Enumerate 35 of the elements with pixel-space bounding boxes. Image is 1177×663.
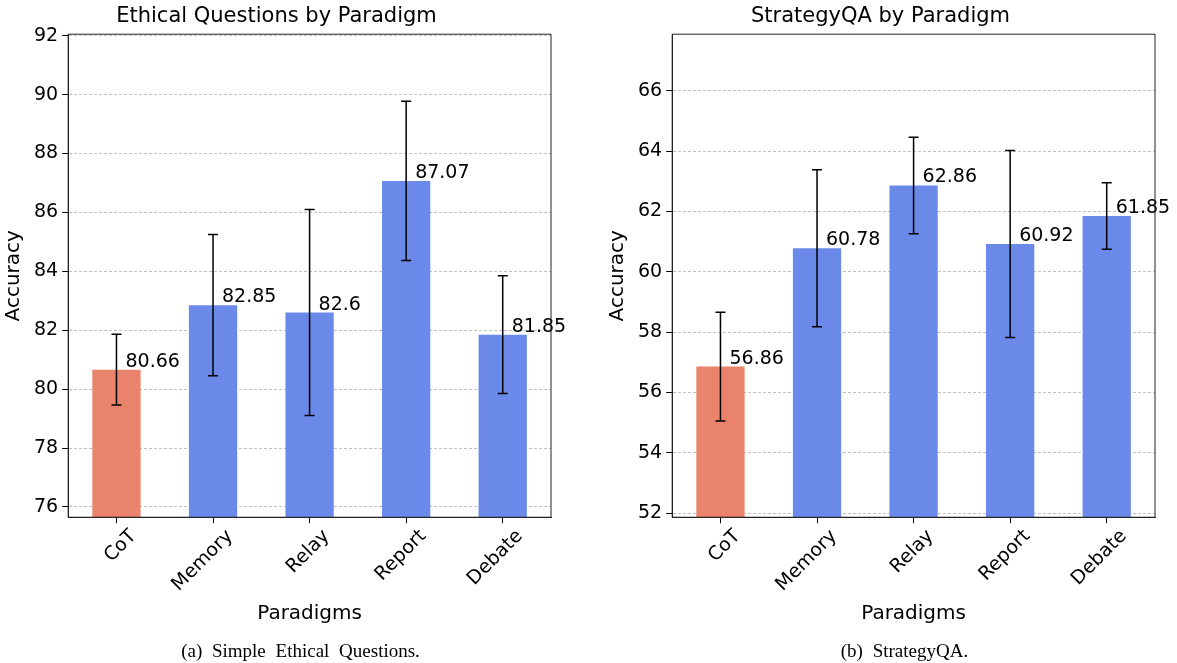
y-tick-label: 88	[33, 140, 59, 163]
data-label: 87.07	[415, 159, 470, 182]
y-tick-label: 54	[637, 439, 663, 462]
data-label: 60.92	[1019, 223, 1074, 246]
y-tick-label: 62	[637, 198, 663, 221]
data-label: 56.86	[729, 345, 784, 368]
y-axis-title: Accuracy	[604, 229, 629, 322]
data-label: 60.78	[826, 227, 881, 250]
y-tick-label: 80	[33, 376, 59, 399]
y-axis-title: Accuracy	[0, 229, 25, 322]
data-label: 80.66	[125, 348, 180, 371]
text: (b) StrategyQA.	[839, 640, 970, 661]
y-tick-label: 56	[637, 379, 663, 402]
y-tick-label: 78	[33, 434, 59, 457]
y-tick-label: 92	[33, 22, 59, 45]
data-label: 82.6	[318, 291, 361, 314]
y-tick-label: 66	[637, 77, 663, 100]
y-tick-label: 90	[33, 81, 59, 104]
x-axis-title: Paradigms	[257, 600, 362, 625]
text: (a) Simple Ethical Questions.	[180, 640, 421, 661]
y-tick-label: 82	[33, 317, 59, 340]
data-label: 82.85	[222, 284, 277, 307]
x-axis-title: Paradigms	[861, 600, 966, 625]
data-label: 62.86	[922, 164, 977, 187]
y-tick-label: 86	[33, 199, 59, 222]
y-tick-label: 84	[33, 258, 59, 281]
chart-title: Ethical Questions by Paradigm	[116, 3, 437, 28]
y-tick-label: 52	[637, 500, 663, 523]
y-tick-label: 60	[637, 258, 663, 281]
y-tick-label: 58	[637, 319, 663, 342]
data-label: 61.85	[1115, 194, 1171, 217]
y-tick-label: 64	[637, 137, 663, 160]
chart-title: StrategyQA by Paradigm	[750, 3, 1011, 28]
y-tick-label: 76	[33, 493, 59, 516]
data-label: 81.85	[511, 313, 567, 336]
